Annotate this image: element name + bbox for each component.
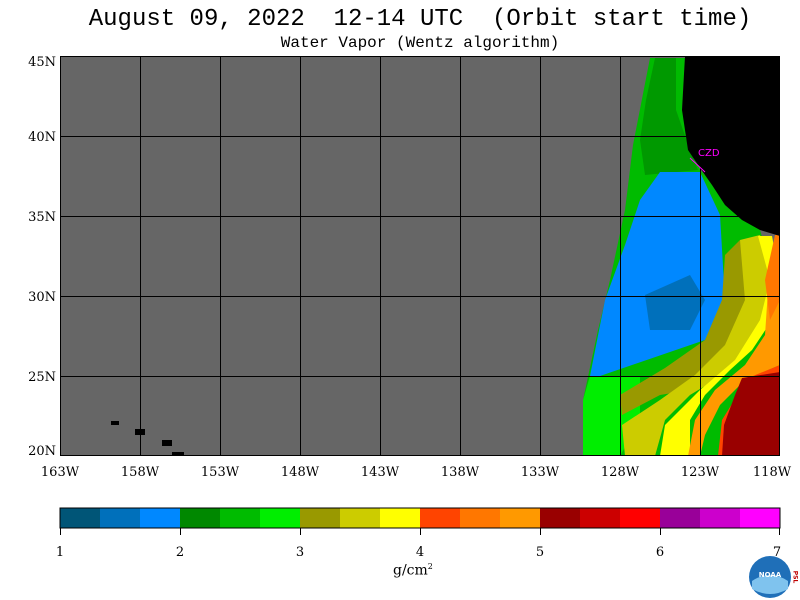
color-bar-labels: 1 2 3 4 5 6 7 xyxy=(56,545,781,560)
vapor-zone-orange xyxy=(688,290,780,456)
lat-label: 40N xyxy=(28,130,56,145)
unit-superscript: 2 xyxy=(427,562,433,571)
color-bar-swatch xyxy=(580,508,621,528)
vapor-zone-khaki xyxy=(622,235,775,456)
color-bar-swatch xyxy=(700,508,741,528)
lon-label: 153W xyxy=(201,465,240,480)
color-bar-swatch xyxy=(380,508,421,528)
color-bar-swatch xyxy=(180,508,221,528)
lon-label: 143W xyxy=(361,465,400,480)
color-bar-swatch xyxy=(740,508,781,528)
lat-label: 45N xyxy=(28,55,56,70)
map-subtitle: Water Vapor (Wentz algorithm) xyxy=(280,34,560,52)
lat-label: 20N xyxy=(28,444,56,459)
vapor-zone-dark-red xyxy=(722,372,780,456)
unit-text: g/cm xyxy=(393,562,428,579)
vapor-zone-dark-orange xyxy=(765,235,780,320)
map-area: CZD xyxy=(60,56,780,456)
longitude-labels: 163W 158W 153W 148W 143W 138W 133W 128W … xyxy=(41,465,792,480)
color-bar-label: 4 xyxy=(416,545,424,560)
psl-logo-text: PSL xyxy=(792,571,799,584)
vapor-zone-mid-blue xyxy=(645,275,705,330)
color-bar-swatch xyxy=(460,508,501,528)
vapor-zone-yellow xyxy=(660,236,780,456)
lon-label: 118W xyxy=(753,465,792,480)
color-bar-swatch xyxy=(500,508,541,528)
color-bar-label: 1 xyxy=(56,545,64,560)
lon-label: 158W xyxy=(121,465,160,480)
color-bar-swatch xyxy=(420,508,461,528)
color-bar-label: 6 xyxy=(656,545,664,560)
station-label: CZD xyxy=(698,148,720,159)
color-bar-swatch xyxy=(260,508,301,528)
color-bar-swatch xyxy=(60,508,101,528)
map-title: August 09, 2022 12-14 UTC (Orbit start t… xyxy=(88,6,752,33)
color-bar-label: 7 xyxy=(773,545,781,560)
color-bar-label: 2 xyxy=(176,545,184,560)
color-bar-swatch xyxy=(340,508,381,528)
graticule xyxy=(60,56,780,456)
lon-label: 133W xyxy=(521,465,560,480)
color-bar-swatch xyxy=(140,508,181,528)
color-bar-swatch xyxy=(660,508,701,528)
lon-label: 163W xyxy=(41,465,80,480)
station-marker-czd: CZD xyxy=(689,148,720,173)
noaa-logo-text: NOAA xyxy=(759,571,782,579)
lat-label: 30N xyxy=(28,290,56,305)
color-bar-swatch xyxy=(100,508,141,528)
color-bar-unit: g/cm2 xyxy=(393,562,433,579)
lat-label: 35N xyxy=(28,210,56,225)
lat-label: 25N xyxy=(28,370,56,385)
lon-label: 138W xyxy=(441,465,480,480)
color-bar-ticks xyxy=(60,528,780,535)
color-bar xyxy=(60,508,781,528)
color-bar-swatch xyxy=(220,508,261,528)
latitude-labels: 45N 40N 35N 30N 25N 20N xyxy=(28,55,56,459)
color-bar-label: 3 xyxy=(296,545,304,560)
color-bar-swatch xyxy=(540,508,581,528)
lon-label: 123W xyxy=(681,465,720,480)
color-bar-swatch xyxy=(620,508,661,528)
lon-label: 128W xyxy=(601,465,640,480)
vapor-zone-dark-green xyxy=(640,58,698,175)
color-bar-label: 5 xyxy=(536,545,544,560)
lon-label: 148W xyxy=(281,465,320,480)
land-mass xyxy=(682,56,780,236)
color-bar-swatch xyxy=(300,508,341,528)
noaa-logo: NOAA PSL xyxy=(749,556,799,598)
